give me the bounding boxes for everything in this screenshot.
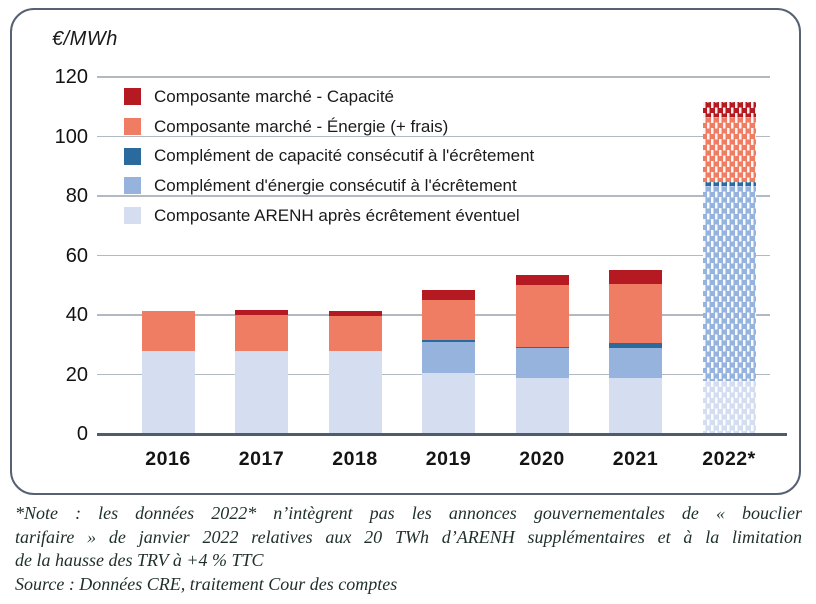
y-tick-label: 80 (65, 185, 88, 207)
chart-legend: Composante marché - Capacité Composante m… (124, 82, 534, 230)
bar-segment (609, 342, 662, 348)
footnote-line: *Note : les données 2022* n’intègrent pa… (15, 503, 802, 523)
y-tick-label: 0 (76, 423, 88, 445)
x-tick-label: 2018 (332, 448, 378, 470)
bar-segment (328, 311, 382, 316)
bar-segment (702, 182, 756, 186)
footnote-line: tarifaire » de janvier 2022 relatives au… (15, 526, 802, 547)
x-tick-label: 2019 (425, 448, 472, 470)
gridline (97, 254, 770, 257)
x-tick-label: 2016 (145, 448, 191, 470)
legend-item: Complément d'énergie consécutif à l'écrê… (124, 171, 534, 201)
bar-segment (328, 315, 382, 351)
x-axis-line (97, 432, 787, 436)
bar-segment (422, 300, 475, 340)
legend-item: Composante marché - Capacité (124, 82, 534, 112)
legend-item: Composante ARENH après écrêtement éventu… (124, 201, 534, 231)
legend-swatch (124, 88, 141, 106)
x-tick-label: 2022* (702, 448, 756, 470)
bar-segment (609, 378, 662, 434)
bar-segment (702, 117, 756, 183)
bar-segment (609, 347, 662, 379)
y-tick-label: 100 (54, 125, 88, 148)
legend-swatch (124, 118, 141, 136)
bar-segment (515, 346, 569, 349)
bar-segment (609, 270, 662, 284)
bar-segment (235, 315, 288, 351)
bar-segment (702, 185, 756, 382)
bar-segment (422, 372, 475, 434)
legend-label: Complément d'énergie consécutif à l'écrê… (154, 175, 517, 195)
bar-segment (609, 283, 662, 343)
legend-item: Complément de capacité consécutif à l'éc… (124, 141, 534, 171)
y-tick-label: 20 (65, 363, 88, 386)
x-tick-label: 2020 (519, 448, 565, 470)
bar-segment (515, 275, 569, 286)
chart-card: €/MWh Composante marché - Capacité Compos… (10, 8, 801, 495)
legend-label: Complément de capacité consécutif à l'éc… (154, 146, 535, 166)
legend-swatch (124, 177, 141, 195)
x-tick-label: 2021 (612, 448, 659, 470)
gridline (97, 76, 770, 78)
footnote: *Note : les données 2022* n’intègrent pa… (15, 502, 802, 596)
gridline (97, 135, 770, 138)
bar-segment (141, 350, 195, 434)
x-tick-label: 2017 (238, 448, 285, 470)
bar-segment (235, 350, 288, 434)
source-note: Source : Données CRE, traitement Cour de… (15, 573, 398, 594)
bar-segment (422, 341, 475, 373)
bar-segment (328, 350, 382, 434)
bar-segment (422, 290, 475, 301)
bar-segment (235, 309, 288, 315)
legend-label: Composante marché - Énergie (+ frais) (154, 116, 449, 136)
bar-segment (422, 339, 475, 342)
legend-swatch (124, 207, 141, 225)
legend-label: Composante marché - Capacité (154, 86, 395, 106)
legend-swatch (124, 147, 141, 165)
y-axis-unit-label: €/MWh (52, 28, 118, 50)
legend-item: Composante marché - Énergie (+ frais) (124, 112, 534, 142)
bar-segment (141, 311, 195, 351)
bar-segment (702, 102, 756, 118)
footnote-line: de la hausse des TRV à +4 % TTC (15, 550, 264, 570)
y-tick-label: 60 (65, 244, 88, 267)
bar-segment (702, 381, 756, 434)
y-tick-label: 40 (65, 304, 88, 326)
bar-segment (515, 285, 569, 347)
legend-label: Composante ARENH après écrêtement éventu… (154, 205, 520, 225)
bar-segment (515, 348, 569, 379)
bar-segment (515, 378, 569, 434)
y-tick-label: 120 (54, 66, 88, 88)
gridline (97, 195, 770, 197)
